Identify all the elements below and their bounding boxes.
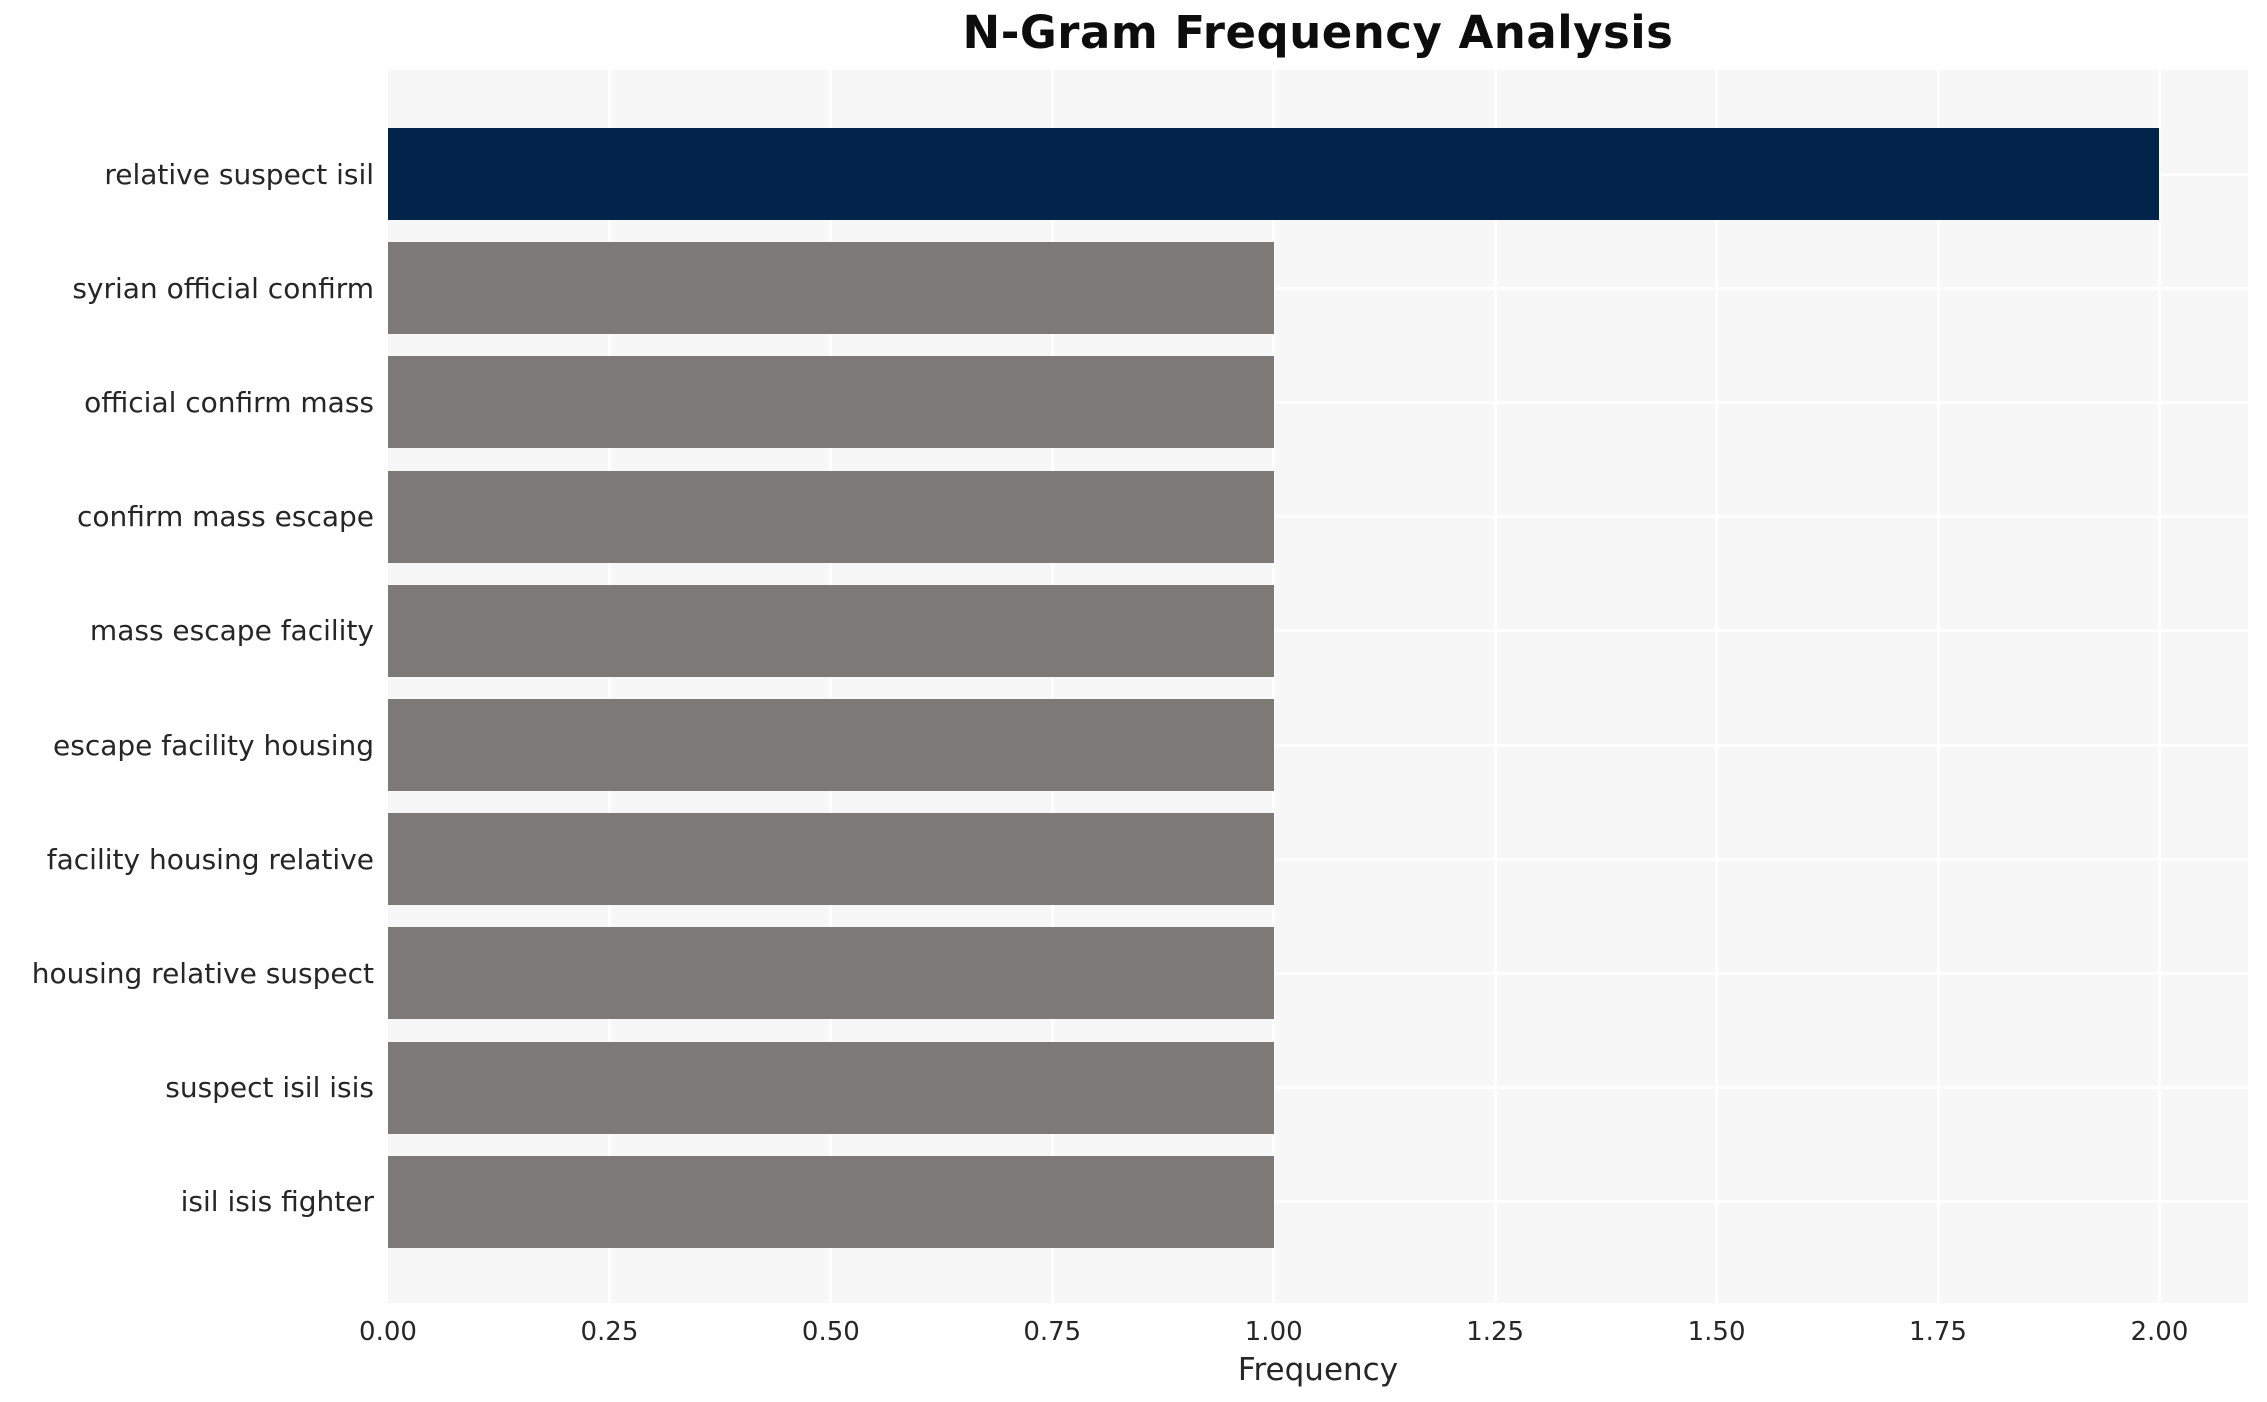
x-tick-label: 0.00	[359, 1317, 417, 1347]
x-tick-label: 0.75	[1023, 1317, 1082, 1347]
bar-row	[388, 916, 2248, 1030]
x-tick-label: 0.25	[580, 1317, 639, 1347]
y-tick-label: official confirm mass	[84, 385, 374, 419]
vertical-gridline	[1050, 70, 1054, 1303]
x-tick-label: 1.50	[1687, 1317, 1746, 1347]
y-tick-label: facility housing relative	[46, 842, 374, 876]
bar-row	[388, 117, 2248, 231]
bar-escape-facility-housing	[388, 699, 1274, 792]
vertical-gridline	[607, 70, 611, 1303]
horizontal-gridline	[388, 1200, 2248, 1204]
vertical-gridline	[1272, 70, 1276, 1303]
y-tick-label: suspect isil isis	[165, 1071, 374, 1105]
y-tick-label: housing relative suspect	[31, 956, 374, 990]
plot-wrap: relative suspect isil syrian official co…	[0, 70, 2267, 1303]
bars-layer	[388, 70, 2248, 1303]
bar-facility-housing-relative	[388, 813, 1274, 906]
horizontal-gridline	[388, 1086, 2248, 1090]
horizontal-gridline	[388, 401, 2248, 404]
bar-syrian-official-confirm	[388, 242, 1274, 335]
bar-housing-relative-suspect	[388, 927, 1274, 1020]
vertical-gridline	[1493, 70, 1497, 1303]
vertical-gridline	[2157, 70, 2161, 1303]
x-tick-label: 1.00	[1244, 1317, 1303, 1347]
horizontal-gridline	[388, 286, 2248, 290]
vertical-gridline	[1715, 70, 1719, 1303]
x-tick-label: 0.50	[801, 1317, 860, 1347]
horizontal-gridline	[388, 972, 2248, 975]
y-tick-label: syrian official confirm	[72, 271, 374, 305]
bar-suspect-isil-isis	[388, 1041, 1274, 1134]
chart-title: N-Gram Frequency Analysis	[962, 6, 1674, 59]
bar-row	[388, 802, 2248, 916]
bar-row	[388, 1031, 2248, 1145]
bar-isil-isis-fighter	[388, 1155, 1274, 1248]
vertical-gridline	[1936, 70, 1940, 1303]
bar-official-confirm-mass	[388, 356, 1274, 449]
bar-row	[388, 231, 2248, 345]
horizontal-gridline	[388, 857, 2248, 861]
gridline-layer	[388, 70, 2248, 1303]
x-tick-label: 1.75	[1909, 1317, 1967, 1347]
bar-row	[388, 574, 2248, 688]
plot-area	[388, 70, 2248, 1303]
vertical-gridline	[829, 70, 833, 1303]
y-axis-labels: relative suspect isil syrian official co…	[0, 70, 374, 1303]
bar-row	[388, 345, 2248, 459]
y-tick-label: mass escape facility	[89, 614, 374, 648]
bar-relative-suspect-isil	[388, 128, 2160, 221]
horizontal-gridline	[388, 743, 2248, 747]
x-tick-label: 2.00	[2130, 1317, 2189, 1347]
y-tick-label: isil isis fighter	[180, 1185, 374, 1219]
horizontal-gridline	[388, 629, 2248, 633]
horizontal-gridline	[388, 515, 2248, 519]
bar-row	[388, 688, 2248, 802]
x-axis-title: Frequency	[1237, 1352, 1399, 1388]
x-axis: 0.00 0.25 0.50 0.75 1.00 1.25 1.50 1.75 …	[359, 1303, 2248, 1353]
x-tick-label: 1.25	[1466, 1317, 1525, 1347]
y-tick-label: relative suspect isil	[104, 157, 374, 191]
bar-mass-escape-facility	[388, 584, 1274, 677]
bar-confirm-mass-escape	[388, 470, 1274, 563]
bar-row	[388, 1145, 2248, 1259]
bar-row	[388, 460, 2248, 574]
y-tick-label: escape facility housing	[53, 728, 374, 762]
y-tick-label: confirm mass escape	[77, 500, 374, 534]
